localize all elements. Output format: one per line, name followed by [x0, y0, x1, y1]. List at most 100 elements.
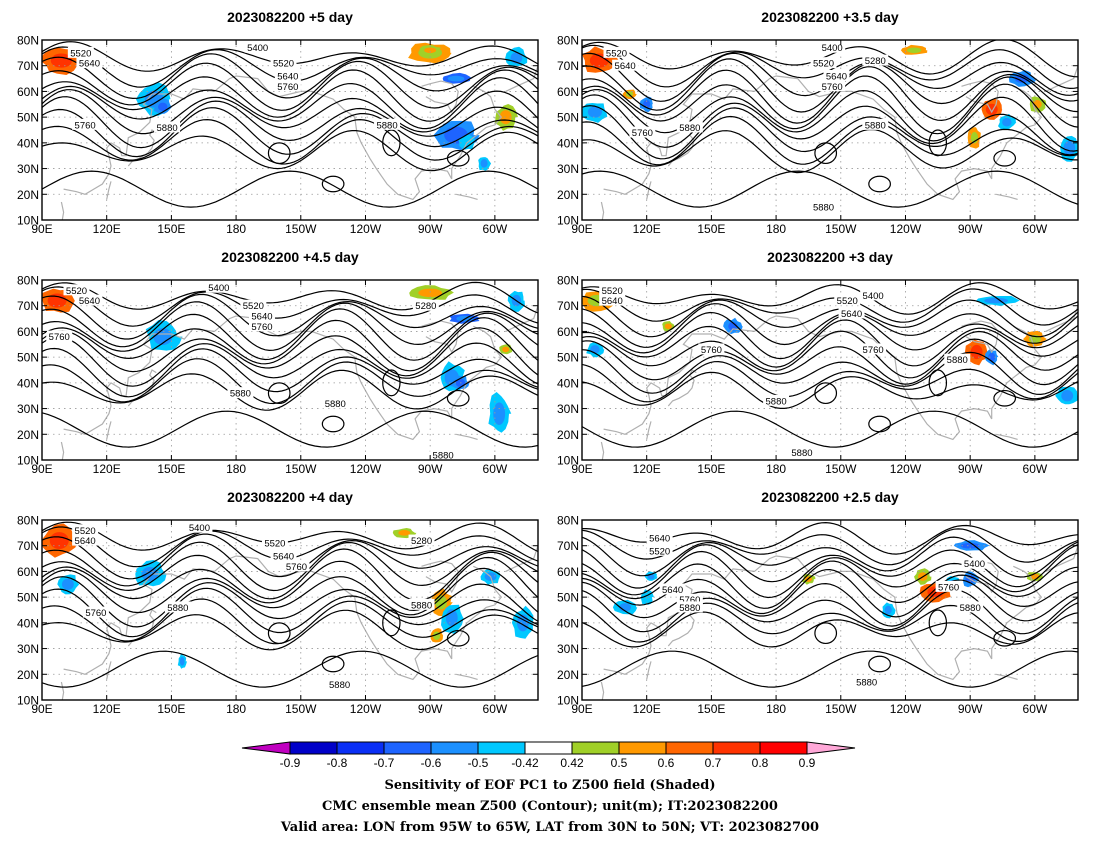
contour-label-bg — [63, 284, 90, 296]
z500-contour — [42, 576, 538, 628]
sensitivity-core — [988, 352, 996, 362]
contour-label-bg — [788, 446, 815, 458]
contour-label-bg — [862, 54, 889, 66]
sensitivity-core — [480, 159, 488, 168]
x-tick-label: 90E — [31, 222, 52, 236]
sensitivity-core — [906, 47, 922, 54]
panel-title: 2023082200 +4.5 day — [221, 249, 359, 265]
y-tick-label: 10N — [557, 214, 579, 228]
contour-label-bg — [283, 560, 310, 572]
contour-label: 5400 — [964, 559, 985, 570]
contour-label: 5640 — [841, 309, 862, 320]
contour-label-bg — [646, 544, 673, 556]
coastline — [961, 320, 999, 354]
sensitivity-core — [664, 323, 672, 330]
y-tick-label: 40N — [17, 616, 39, 630]
z500-closed-contour — [446, 389, 470, 407]
x-tick-label: 90W — [958, 462, 983, 476]
y-tick-label: 30N — [17, 402, 39, 416]
z500-contour — [582, 319, 1078, 368]
panel-title: 2023082200 +3 day — [767, 249, 893, 265]
x-tick-label: 90W — [958, 222, 983, 236]
z500-closed-contour — [446, 629, 470, 647]
coastline — [995, 673, 1018, 680]
contour-label-bg — [629, 126, 656, 138]
sensitivity-core — [435, 595, 447, 610]
z500-contour — [42, 358, 538, 405]
contour-label: 5640 — [826, 72, 847, 83]
sensitivity-core — [424, 47, 437, 54]
coastline — [646, 661, 652, 680]
x-tick-label: 150W — [285, 702, 317, 716]
colorbar-cell — [571, 741, 620, 755]
y-tick-label: 40N — [17, 136, 39, 150]
x-tick-label: 150W — [825, 222, 857, 236]
z500-closed-contour — [814, 142, 838, 165]
contour-label: 5880 — [679, 603, 700, 614]
z500-contour — [582, 288, 1078, 326]
x-tick-label: 60W — [483, 702, 508, 716]
contour-label-bg — [599, 294, 626, 306]
coastline — [603, 315, 1043, 441]
z500-contour — [582, 58, 1078, 113]
z500-contour — [582, 66, 1078, 124]
z500-contour — [582, 303, 1078, 348]
z500-contour — [582, 338, 1078, 386]
colorbar-tick-label: -0.42 — [511, 756, 539, 770]
z500-contour — [582, 311, 1078, 360]
contour-label: 5880 — [960, 603, 981, 614]
contour-label-bg — [763, 394, 790, 406]
x-tick-label: 90E — [571, 462, 592, 476]
z500-closed-contour — [928, 129, 948, 157]
colorbar-tick-label: -0.8 — [327, 756, 348, 770]
y-tick-label: 20N — [557, 428, 579, 442]
x-tick-label: 180 — [766, 222, 786, 236]
sensitivity-core — [590, 345, 600, 354]
sensitivity-core — [447, 75, 465, 82]
sensitivity-core — [1061, 390, 1074, 402]
contour-label: 5520 — [70, 48, 91, 59]
y-tick-label: 30N — [557, 402, 579, 416]
colorbar-cell — [712, 741, 761, 755]
colorbar-tick-label: -0.9 — [280, 756, 301, 770]
contour-label-bg — [810, 201, 837, 213]
colorbar-tick-label: 0.6 — [658, 756, 675, 770]
sensitivity-core — [49, 532, 69, 550]
caption-line3: Valid area: LON from 95W to 65W, LAT fro… — [280, 820, 819, 835]
z500-closed-contour — [868, 175, 891, 193]
contour-label: 5400 — [863, 291, 884, 302]
coastline — [646, 181, 652, 200]
contour-label: 5880 — [329, 680, 350, 691]
contour-label-bg — [186, 521, 213, 533]
coastline — [667, 369, 697, 407]
coastline — [1045, 65, 1078, 92]
x-tick-label: 180 — [226, 222, 246, 236]
contour-label: 5880 — [230, 389, 251, 400]
x-tick-label: 180 — [766, 462, 786, 476]
z500-contour — [582, 349, 1078, 396]
sensitivity-core — [502, 346, 510, 353]
z500-contour — [42, 521, 538, 553]
y-tick-label: 80N — [17, 274, 39, 288]
coastline — [505, 65, 538, 92]
y-tick-label: 20N — [17, 428, 39, 442]
z500-contour — [42, 336, 538, 387]
contour-label: 5760 — [286, 562, 307, 573]
z500-contour — [42, 347, 538, 398]
y-tick-label: 10N — [17, 214, 39, 228]
x-tick-label: 60W — [1023, 462, 1048, 476]
map-area: 5520564054005520564057605280576058805880… — [42, 280, 538, 460]
contour-label: 5880 — [325, 399, 346, 410]
y-tick-label: 50N — [17, 591, 39, 605]
coastline — [600, 441, 605, 460]
sensitivity-core — [960, 542, 980, 549]
y-tick-label: 70N — [557, 299, 579, 313]
contour-label: 5280 — [411, 536, 432, 547]
z500-contour — [42, 293, 538, 340]
z500-contour — [42, 77, 538, 130]
z500-contour — [42, 609, 538, 651]
contour-label: 5400 — [822, 43, 843, 54]
map-frame — [41, 279, 539, 461]
y-tick-label: 70N — [17, 59, 39, 73]
